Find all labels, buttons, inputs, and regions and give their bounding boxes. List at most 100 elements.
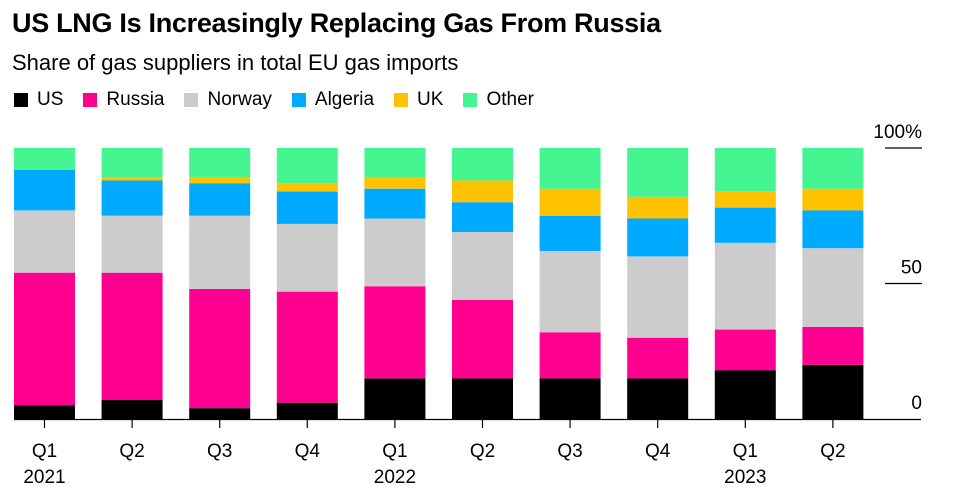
bar-segment-algeria xyxy=(276,191,338,224)
legend-label: Other xyxy=(486,89,534,110)
bar-segment-us xyxy=(364,378,426,419)
x-tick-label: Q2 xyxy=(470,441,495,462)
bar-segment-other xyxy=(714,148,776,192)
bar-segment-algeria xyxy=(101,180,163,216)
legend-item-algeria: Algeria xyxy=(291,89,375,111)
bar-segment-algeria xyxy=(627,218,689,257)
bar-segment-norway xyxy=(276,223,338,292)
legend-label: US xyxy=(37,89,64,110)
bar-segment-russia xyxy=(101,272,163,401)
chart-subtitle: Share of gas suppliers in total EU gas i… xyxy=(12,50,459,75)
legend-label: Algeria xyxy=(314,89,375,110)
bar-segment-uk xyxy=(189,177,251,184)
x-tick-label: Q4 xyxy=(295,441,321,462)
bar-segment-uk xyxy=(276,183,338,192)
bar-segment-other xyxy=(189,148,251,178)
legend-label: Russia xyxy=(106,89,165,110)
bar-segment-us xyxy=(714,370,776,419)
bar-segment-other xyxy=(539,148,601,189)
bar-segment-russia xyxy=(276,291,338,403)
bar-segment-algeria xyxy=(802,210,864,249)
chart-title: US LNG Is Increasingly Replacing Gas Fro… xyxy=(12,8,661,38)
x-tick-label: Q1 xyxy=(32,441,57,462)
legend-swatch-uk xyxy=(394,93,409,107)
bar-segment-other xyxy=(101,148,163,178)
y-tick-label: 50 xyxy=(901,258,922,279)
legend-label: Norway xyxy=(207,89,272,110)
bar-segment-russia xyxy=(14,272,75,406)
bar-segment-us xyxy=(802,364,864,419)
bar-segment-russia xyxy=(189,288,251,409)
bar-segment-russia xyxy=(452,299,513,379)
bar-segment-uk xyxy=(627,196,689,219)
bar-segment-us xyxy=(452,378,513,419)
y-axis: 100% 50 0 xyxy=(873,122,922,414)
x-tick-label: Q3 xyxy=(557,441,582,462)
x-tick-label: Q4 xyxy=(645,441,671,462)
bar-segment-us xyxy=(627,378,689,419)
legend-item-russia: Russia xyxy=(83,89,164,111)
bar-segment-uk xyxy=(714,191,776,208)
legend-item-norway: Norway xyxy=(184,89,272,111)
x-axis: Q1 Q2 Q3 Q4 Q1 Q2 Q3 Q4 Q1 Q2 2021 2022 2023 xyxy=(14,418,921,488)
x-tick-label: Q1 xyxy=(733,441,758,462)
bar-segment-other xyxy=(627,148,689,197)
bars-group xyxy=(14,148,864,419)
bar-segment-uk xyxy=(539,188,601,216)
bar-segment-other xyxy=(14,148,75,170)
bar-segment-russia xyxy=(364,286,426,379)
y-tick-label: 0 xyxy=(911,393,922,414)
legend: US Russia Norway Algeria UK Other xyxy=(14,89,554,111)
bar-segment-us xyxy=(276,402,338,419)
legend-label: UK xyxy=(417,89,444,110)
bar-segment-uk xyxy=(452,180,513,203)
bar-segment-algeria xyxy=(452,202,513,232)
bar-segment-algeria xyxy=(539,215,601,251)
x-tick-label: Q2 xyxy=(820,441,845,462)
legend-swatch-other xyxy=(463,93,478,107)
bar-segment-norway xyxy=(14,210,75,273)
legend-swatch-algeria xyxy=(291,93,306,107)
bar-segment-other xyxy=(276,148,338,184)
bar-segment-russia xyxy=(802,326,864,365)
x-tick-label: Q2 xyxy=(119,441,144,462)
legend-swatch-us xyxy=(14,93,28,107)
legend-item-other: Other xyxy=(463,89,534,111)
legend-swatch-norway xyxy=(184,93,199,107)
bar-segment-us xyxy=(189,408,251,419)
bar-segment-norway xyxy=(452,232,513,300)
bar-segment-uk xyxy=(364,177,426,189)
bar-segment-uk xyxy=(802,188,864,211)
legend-item-uk: UK xyxy=(394,89,443,111)
bar-segment-russia xyxy=(627,337,689,379)
bar-segment-norway xyxy=(539,251,601,333)
bar-segment-us xyxy=(14,405,75,419)
legend-item-us: US xyxy=(14,89,63,111)
bar-segment-uk xyxy=(101,177,163,181)
bar-segment-russia xyxy=(714,329,776,371)
bar-segment-norway xyxy=(364,218,426,287)
legend-swatch-russia xyxy=(83,93,98,107)
bar-segment-other xyxy=(364,148,426,178)
x-tick-label: Q3 xyxy=(207,441,232,462)
bar-segment-norway xyxy=(101,215,163,273)
bar-segment-other xyxy=(452,148,513,181)
bar-segment-us xyxy=(101,400,163,419)
y-tick-label: 100% xyxy=(873,122,922,143)
bar-segment-algeria xyxy=(714,207,776,243)
x-year-label: 2021 xyxy=(23,467,65,488)
bar-segment-norway xyxy=(189,215,251,289)
bar-segment-other xyxy=(802,148,864,189)
bar-segment-us xyxy=(539,378,601,419)
bar-segment-norway xyxy=(627,256,689,338)
bar-segment-algeria xyxy=(14,169,75,211)
bar-segment-norway xyxy=(714,242,776,330)
bar-segment-algeria xyxy=(364,188,426,219)
x-year-label: 2023 xyxy=(724,467,766,488)
x-year-label: 2022 xyxy=(374,467,416,488)
bar-segment-norway xyxy=(802,248,864,327)
bar-segment-algeria xyxy=(189,183,251,216)
x-tick-label: Q1 xyxy=(382,441,407,462)
bar-segment-russia xyxy=(539,332,601,379)
